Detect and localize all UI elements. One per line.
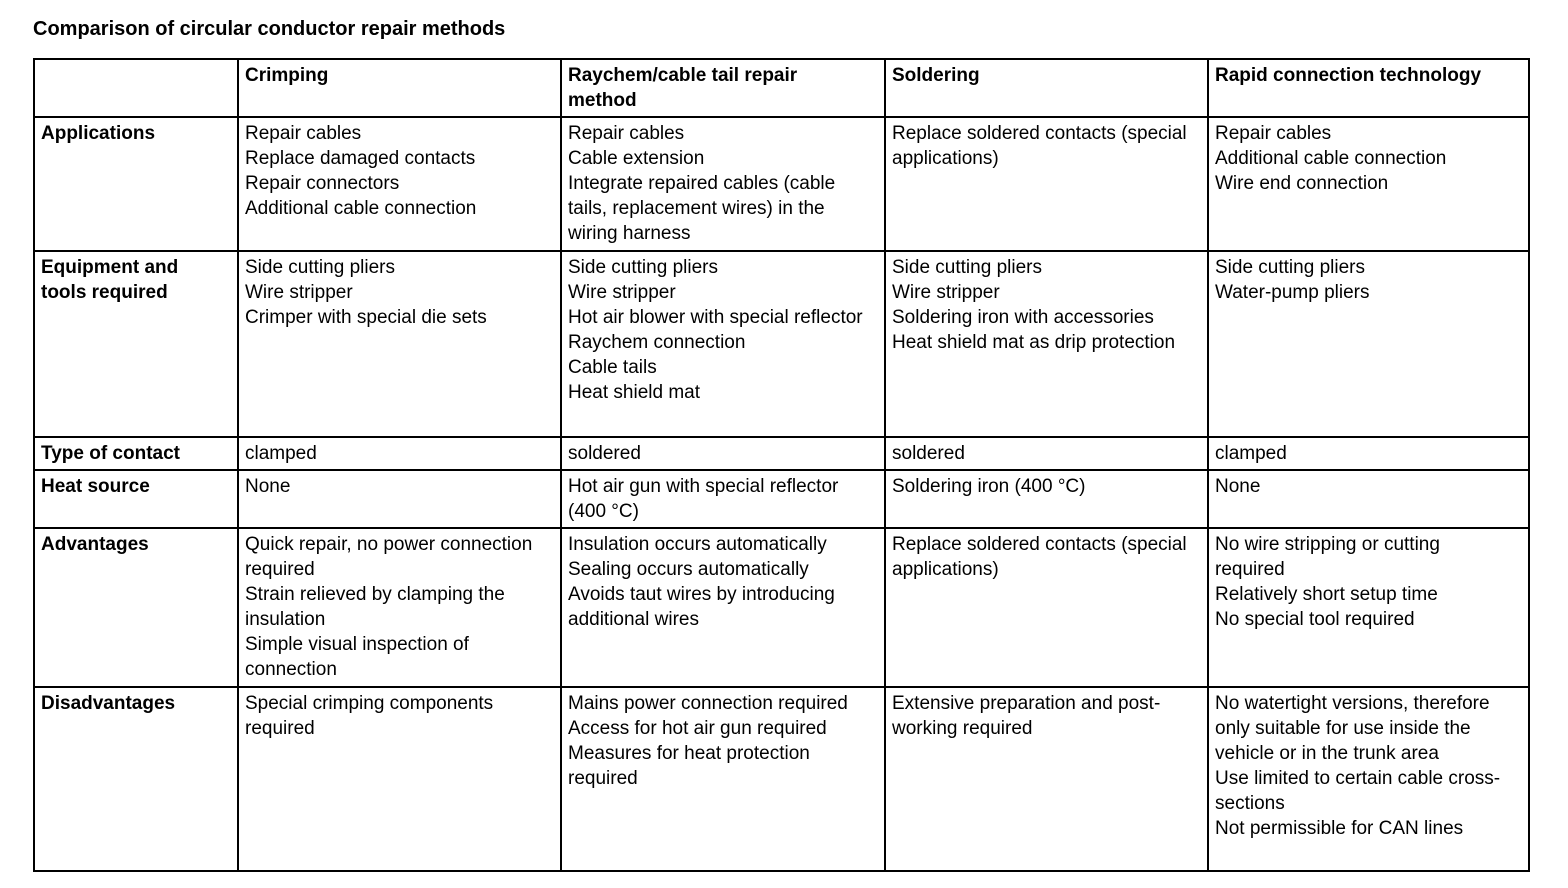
cell-line: Hot air blower with special reflector [568, 307, 863, 328]
cell-line: Simple visual inspection of connection [245, 634, 469, 680]
table-cell: No wire stripping or cutting required Rel… [1207, 527, 1530, 688]
cell-line: Side cutting pliers [1215, 257, 1365, 278]
table-cell: Repair cables Additional cable connection… [1207, 116, 1530, 252]
column-header-cell: Crimping [237, 58, 562, 118]
row-header-cell: Disadvantages [33, 686, 239, 872]
table-cell: None [1207, 469, 1530, 529]
cell-line: Repair cables [568, 123, 685, 144]
cell-line: Integrate repaired cables (cable tails, … [568, 173, 836, 244]
table-cell: Soldering iron (400 °C) [884, 469, 1209, 529]
cell-line: Soldering iron (400 °C) [892, 476, 1086, 497]
table-cell: None [237, 469, 562, 529]
cell-line: None [1215, 476, 1261, 497]
cell-line: No watertight versions, therefore only s… [1215, 693, 1490, 764]
table-cell: soldered [560, 436, 886, 471]
row-header-cell: Applications [33, 116, 239, 252]
cell-line: Measures for heat protection required [568, 743, 810, 789]
cell-line: Additional cable connection [245, 198, 477, 219]
table-body: Applications Repair cables Replace damaged… [33, 116, 1530, 872]
cell-line: Replace soldered contacts (special appli… [892, 123, 1187, 169]
cell-line: Access for hot air gun required [568, 718, 827, 739]
table-row: Type of contact clamped soldered soldered cl… [33, 436, 1530, 471]
cell-line: Quick repair, no power connection requir… [245, 534, 533, 580]
cell-line: Heat shield mat [568, 382, 701, 403]
table-cell: clamped [237, 436, 562, 471]
row-header-cell: Equipment and tools required [33, 250, 239, 438]
table-row: Advantages Quick repair, no power connect… [33, 527, 1530, 688]
cell-line: Wire stripper [568, 282, 676, 303]
cell-line: Repair cables [245, 123, 362, 144]
cell-line: No special tool required [1215, 609, 1415, 630]
table-cell: Side cutting pliers Water-pump pliers [1207, 250, 1530, 438]
cell-line: Not permissible for CAN lines [1215, 818, 1464, 839]
cell-line: clamped [1215, 443, 1287, 464]
cell-line: None [245, 476, 291, 497]
table-cell: Hot air gun with special reflector (400 … [560, 469, 886, 529]
table-row: Heat source None Hot air gun with special … [33, 469, 1530, 529]
column-header-cell: Raychem/cable tail repair method [560, 58, 886, 118]
table-cell: clamped [1207, 436, 1530, 471]
table-cell: Extensive preparation and post-working r… [884, 686, 1209, 872]
table-cell: Mains power connection required Access fo… [560, 686, 886, 872]
row-header-cell: Type of contact [33, 436, 239, 471]
cell-line: Hot air gun with special reflector (400 … [568, 476, 839, 522]
cell-line: Cable extension [568, 148, 705, 169]
cell-line: Replace damaged contacts [245, 148, 476, 169]
page-title: Comparison of circular conductor repair … [33, 18, 506, 40]
cell-line: Special crimping components required [245, 693, 494, 739]
table-row: Disadvantages Special crimping components… [33, 686, 1530, 872]
cell-line: Extensive preparation and post-working r… [892, 693, 1161, 739]
table-header-row: Crimping Raychem/cable tail repair method… [33, 58, 1530, 118]
cell-line: Use limited to certain cable cross-secti… [1215, 768, 1501, 814]
cell-line: Side cutting pliers [245, 257, 395, 278]
table-head: Crimping Raychem/cable tail repair method… [33, 58, 1530, 118]
cell-line: Mains power connection required [568, 693, 848, 714]
cell-line: Relatively short setup time [1215, 584, 1438, 605]
cell-line: Heat shield mat as drip protection [892, 332, 1176, 353]
cell-line: Cable tails [568, 357, 657, 378]
cell-line: Repair cables [1215, 123, 1332, 144]
table-cell: No watertight versions, therefore only s… [1207, 686, 1530, 872]
table-cell: Side cutting pliers Wire stripper Hot air … [560, 250, 886, 438]
cell-line: Wire end connection [1215, 173, 1389, 194]
column-header-cell: Rapid connection technology [1207, 58, 1530, 118]
comparison-table: Crimping Raychem/cable tail repair method… [33, 58, 1530, 872]
table-row: Applications Repair cables Replace damaged… [33, 116, 1530, 252]
cell-line: Avoids taut wires by introducing additio… [568, 584, 835, 630]
cell-line: Strain relieved by clamping the insulati… [245, 584, 505, 630]
table-cell: soldered [884, 436, 1209, 471]
table-cell: Replace soldered contacts (special appli… [884, 116, 1209, 252]
cell-line: Replace soldered contacts (special appli… [892, 534, 1187, 580]
table-cell: Insulation occurs automatically Sealing o… [560, 527, 886, 688]
table-cell: Repair cables Cable extension Integrate re… [560, 116, 886, 252]
table-row: Equipment and tools required Side cutting… [33, 250, 1530, 438]
table-cell: Special crimping components required [237, 686, 562, 872]
row-header-cell: Advantages [33, 527, 239, 688]
corner-cell [33, 58, 239, 118]
row-header-cell: Heat source [33, 469, 239, 529]
cell-line: soldered [568, 443, 641, 464]
table-cell: Repair cables Replace damaged contacts Rep… [237, 116, 562, 252]
cell-line: No wire stripping or cutting required [1215, 534, 1440, 580]
cell-line: clamped [245, 443, 317, 464]
table-cell: Side cutting pliers Wire stripper Solderin… [884, 250, 1209, 438]
cell-line: Crimper with special die sets [245, 307, 487, 328]
cell-line: Water-pump pliers [1215, 282, 1370, 303]
cell-line: Repair connectors [245, 173, 400, 194]
cell-line: Side cutting pliers [568, 257, 718, 278]
table-cell: Replace soldered contacts (special appli… [884, 527, 1209, 688]
column-header-cell: Soldering [884, 58, 1209, 118]
cell-line: Soldering iron with accessories [892, 307, 1154, 328]
cell-line: Side cutting pliers [892, 257, 1042, 278]
table-cell: Side cutting pliers Wire stripper Crimper … [237, 250, 562, 438]
cell-line: Wire stripper [245, 282, 353, 303]
cell-line: soldered [892, 443, 965, 464]
cell-line: Additional cable connection [1215, 148, 1447, 169]
cell-line: Sealing occurs automatically [568, 559, 809, 580]
cell-line: Raychem connection [568, 332, 746, 353]
cell-line: Wire stripper [892, 282, 1000, 303]
table-cell: Quick repair, no power connection requir… [237, 527, 562, 688]
cell-line: Insulation occurs automatically [568, 534, 827, 555]
